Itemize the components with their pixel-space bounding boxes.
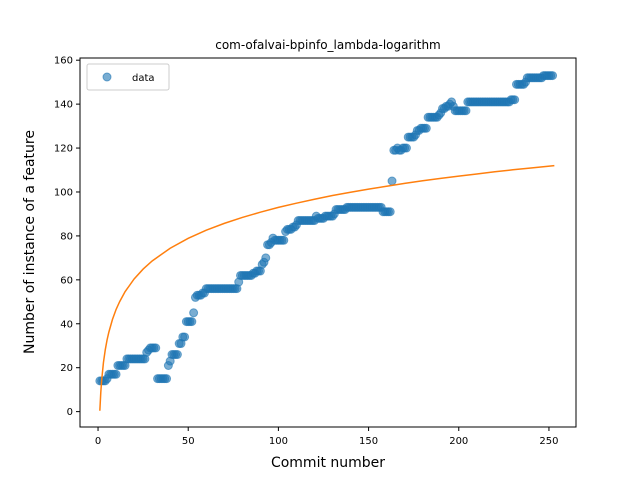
x-axis-label: Commit number — [271, 455, 385, 471]
data-point — [172, 350, 182, 360]
y-axis: 0 20 40 60 80 100 120 140 160 — [54, 56, 80, 418]
data-point — [261, 253, 271, 263]
x-tick-label: 100 — [269, 436, 288, 447]
y-tick-label: 60 — [60, 275, 73, 286]
y-tick-label: 0 — [67, 407, 73, 418]
fit-line — [99, 164, 555, 411]
x-tick-label: 0 — [95, 436, 101, 447]
x-tick-label: 200 — [449, 436, 468, 447]
chart-title: com-ofalvai-bpinfo_lambda-logarithm — [215, 38, 441, 52]
data-point — [421, 123, 431, 133]
data-point — [387, 176, 397, 186]
data-point — [401, 143, 411, 153]
data-point — [385, 207, 395, 217]
x-tick-label: 250 — [539, 436, 558, 447]
y-tick-label: 120 — [54, 144, 73, 155]
y-axis-label: Number of instance of a feature — [22, 130, 38, 354]
data-point — [111, 369, 121, 379]
data-point — [162, 374, 172, 384]
data-point — [189, 308, 199, 318]
y-tick-label: 40 — [60, 319, 73, 330]
data-point — [279, 235, 289, 245]
data-point — [461, 106, 471, 116]
legend-marker-data — [102, 72, 112, 82]
y-tick-label: 20 — [60, 363, 73, 374]
plot-area — [95, 71, 558, 411]
y-tick-label: 100 — [54, 187, 73, 198]
axes-frame — [79, 57, 577, 428]
legend: data — [86, 63, 170, 91]
y-tick-label: 140 — [54, 100, 73, 111]
data-point — [187, 317, 197, 327]
data-point — [548, 71, 558, 81]
x-tick-label: 150 — [359, 436, 378, 447]
x-axis: 0 50 100 150 200 250 — [95, 427, 558, 447]
data-point — [180, 332, 190, 342]
legend-label-data: data — [132, 73, 155, 84]
legend-box — [86, 63, 170, 91]
x-tick-label: 50 — [182, 436, 195, 447]
data-point — [510, 95, 520, 105]
y-tick-label: 160 — [54, 56, 73, 67]
data-point — [151, 343, 161, 353]
y-tick-label: 80 — [60, 231, 73, 242]
